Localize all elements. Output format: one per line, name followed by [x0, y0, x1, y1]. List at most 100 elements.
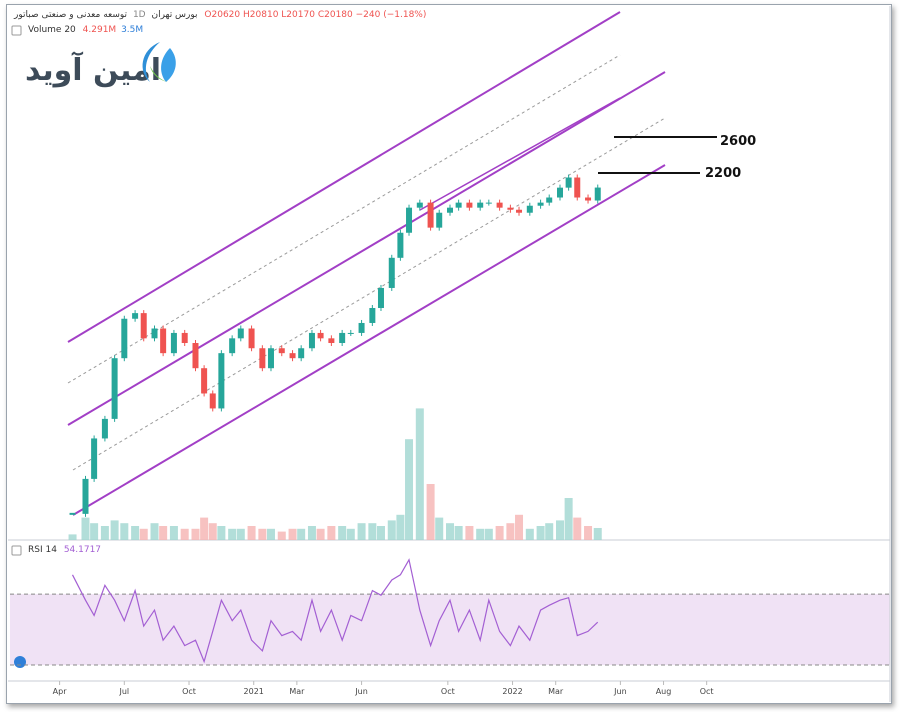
candle	[537, 202, 544, 206]
candle	[377, 287, 384, 309]
x-tick-label: Oct	[182, 687, 196, 696]
x-tick-label: Oct	[441, 687, 455, 696]
candle	[82, 478, 89, 514]
volume-bar	[90, 523, 99, 540]
volume-bar	[200, 517, 209, 540]
candle	[278, 348, 285, 354]
candle	[317, 332, 324, 339]
candle	[485, 202, 492, 204]
volume-bar	[564, 498, 573, 540]
interval: 1D	[132, 10, 146, 20]
volume-bar	[180, 528, 189, 540]
candle	[388, 257, 395, 288]
volume-bar	[100, 526, 109, 540]
logo-swoosh	[161, 48, 176, 82]
volume-bar	[584, 526, 593, 540]
volume-bar	[68, 534, 77, 540]
volume-bar	[415, 408, 424, 540]
candle	[209, 393, 216, 409]
candle	[427, 202, 434, 228]
volume-bar	[357, 523, 366, 540]
volume-bar	[208, 523, 217, 540]
ohlc-high: H20810	[243, 10, 279, 20]
candle	[447, 207, 453, 213]
annotation: 2600	[720, 134, 756, 149]
volume-bar	[426, 484, 435, 540]
volume-bar	[139, 528, 148, 540]
volume-bar	[297, 528, 306, 540]
candle	[121, 318, 128, 359]
candle	[594, 187, 601, 201]
candle	[565, 177, 572, 188]
volume-bar	[556, 520, 564, 540]
candle	[259, 348, 266, 369]
volume-bar	[454, 526, 463, 540]
candle	[557, 187, 563, 198]
volume-bar	[159, 526, 168, 540]
candle	[358, 322, 365, 333]
exchange: بورس تهران	[151, 10, 198, 20]
collapse-button[interactable]	[11, 545, 22, 556]
candle	[91, 438, 98, 479]
change: −240 (−1.18%)	[355, 10, 427, 20]
channel-line	[67, 11, 621, 343]
x-tick-label: Oct	[700, 687, 714, 696]
volume-bar	[236, 528, 245, 540]
volume-value: 4.291M	[82, 25, 117, 35]
candle	[585, 197, 592, 201]
collapse-button[interactable]	[11, 25, 22, 36]
rsi-band	[10, 594, 890, 666]
x-tick-label: Mar	[289, 687, 305, 696]
candle	[516, 209, 523, 213]
channel-mid	[67, 54, 666, 471]
volume-bar	[368, 523, 377, 540]
x-tick-label: Mar	[548, 687, 564, 696]
ohlc-open: O20620	[204, 10, 241, 20]
channel-dash	[72, 117, 666, 471]
volume-bar	[277, 531, 286, 540]
volume-bar	[476, 528, 485, 540]
volume-bar	[217, 526, 226, 540]
candle	[339, 332, 346, 344]
volume-bar	[307, 526, 316, 540]
candle	[140, 313, 147, 339]
rsi-legend: RSI 14 54.1717	[28, 545, 101, 555]
logo-swoosh	[142, 42, 160, 82]
ohlc-close: C20180	[317, 10, 353, 20]
volume-bar	[266, 528, 275, 540]
candle	[546, 197, 553, 203]
logo-text: امین آوید	[25, 51, 161, 88]
candle	[298, 348, 305, 359]
candle	[289, 353, 296, 359]
volume-bar	[484, 528, 493, 540]
volume-bar	[593, 527, 602, 540]
rsi-title: RSI 14	[28, 545, 57, 555]
volume-bar	[515, 514, 524, 540]
candle	[369, 308, 376, 323]
volume-bar	[545, 523, 554, 540]
volume-bar	[525, 528, 534, 540]
logo-icon	[142, 42, 176, 82]
candle	[466, 202, 473, 208]
annotation: 2200	[705, 166, 741, 181]
x-tick-label: Aug	[656, 687, 672, 696]
x-tick-label: 2021	[244, 687, 264, 696]
candle	[416, 202, 423, 208]
volume-bar	[338, 526, 347, 540]
volume-bar	[435, 517, 444, 540]
candle	[496, 202, 503, 208]
volume-bar	[191, 528, 200, 540]
candle	[406, 207, 413, 233]
header: توسعه معدنی و صنعتی صباتور 1D بورس تهران…	[14, 10, 426, 20]
candle	[101, 418, 108, 439]
candle	[111, 358, 118, 419]
rsi-value: 54.1717	[63, 545, 102, 555]
volume-bar	[536, 526, 545, 540]
x-tick-label: Apr	[53, 687, 68, 696]
candle	[192, 343, 199, 369]
candle	[237, 328, 244, 339]
volume-bar	[446, 523, 454, 540]
volume-bar	[495, 526, 504, 540]
